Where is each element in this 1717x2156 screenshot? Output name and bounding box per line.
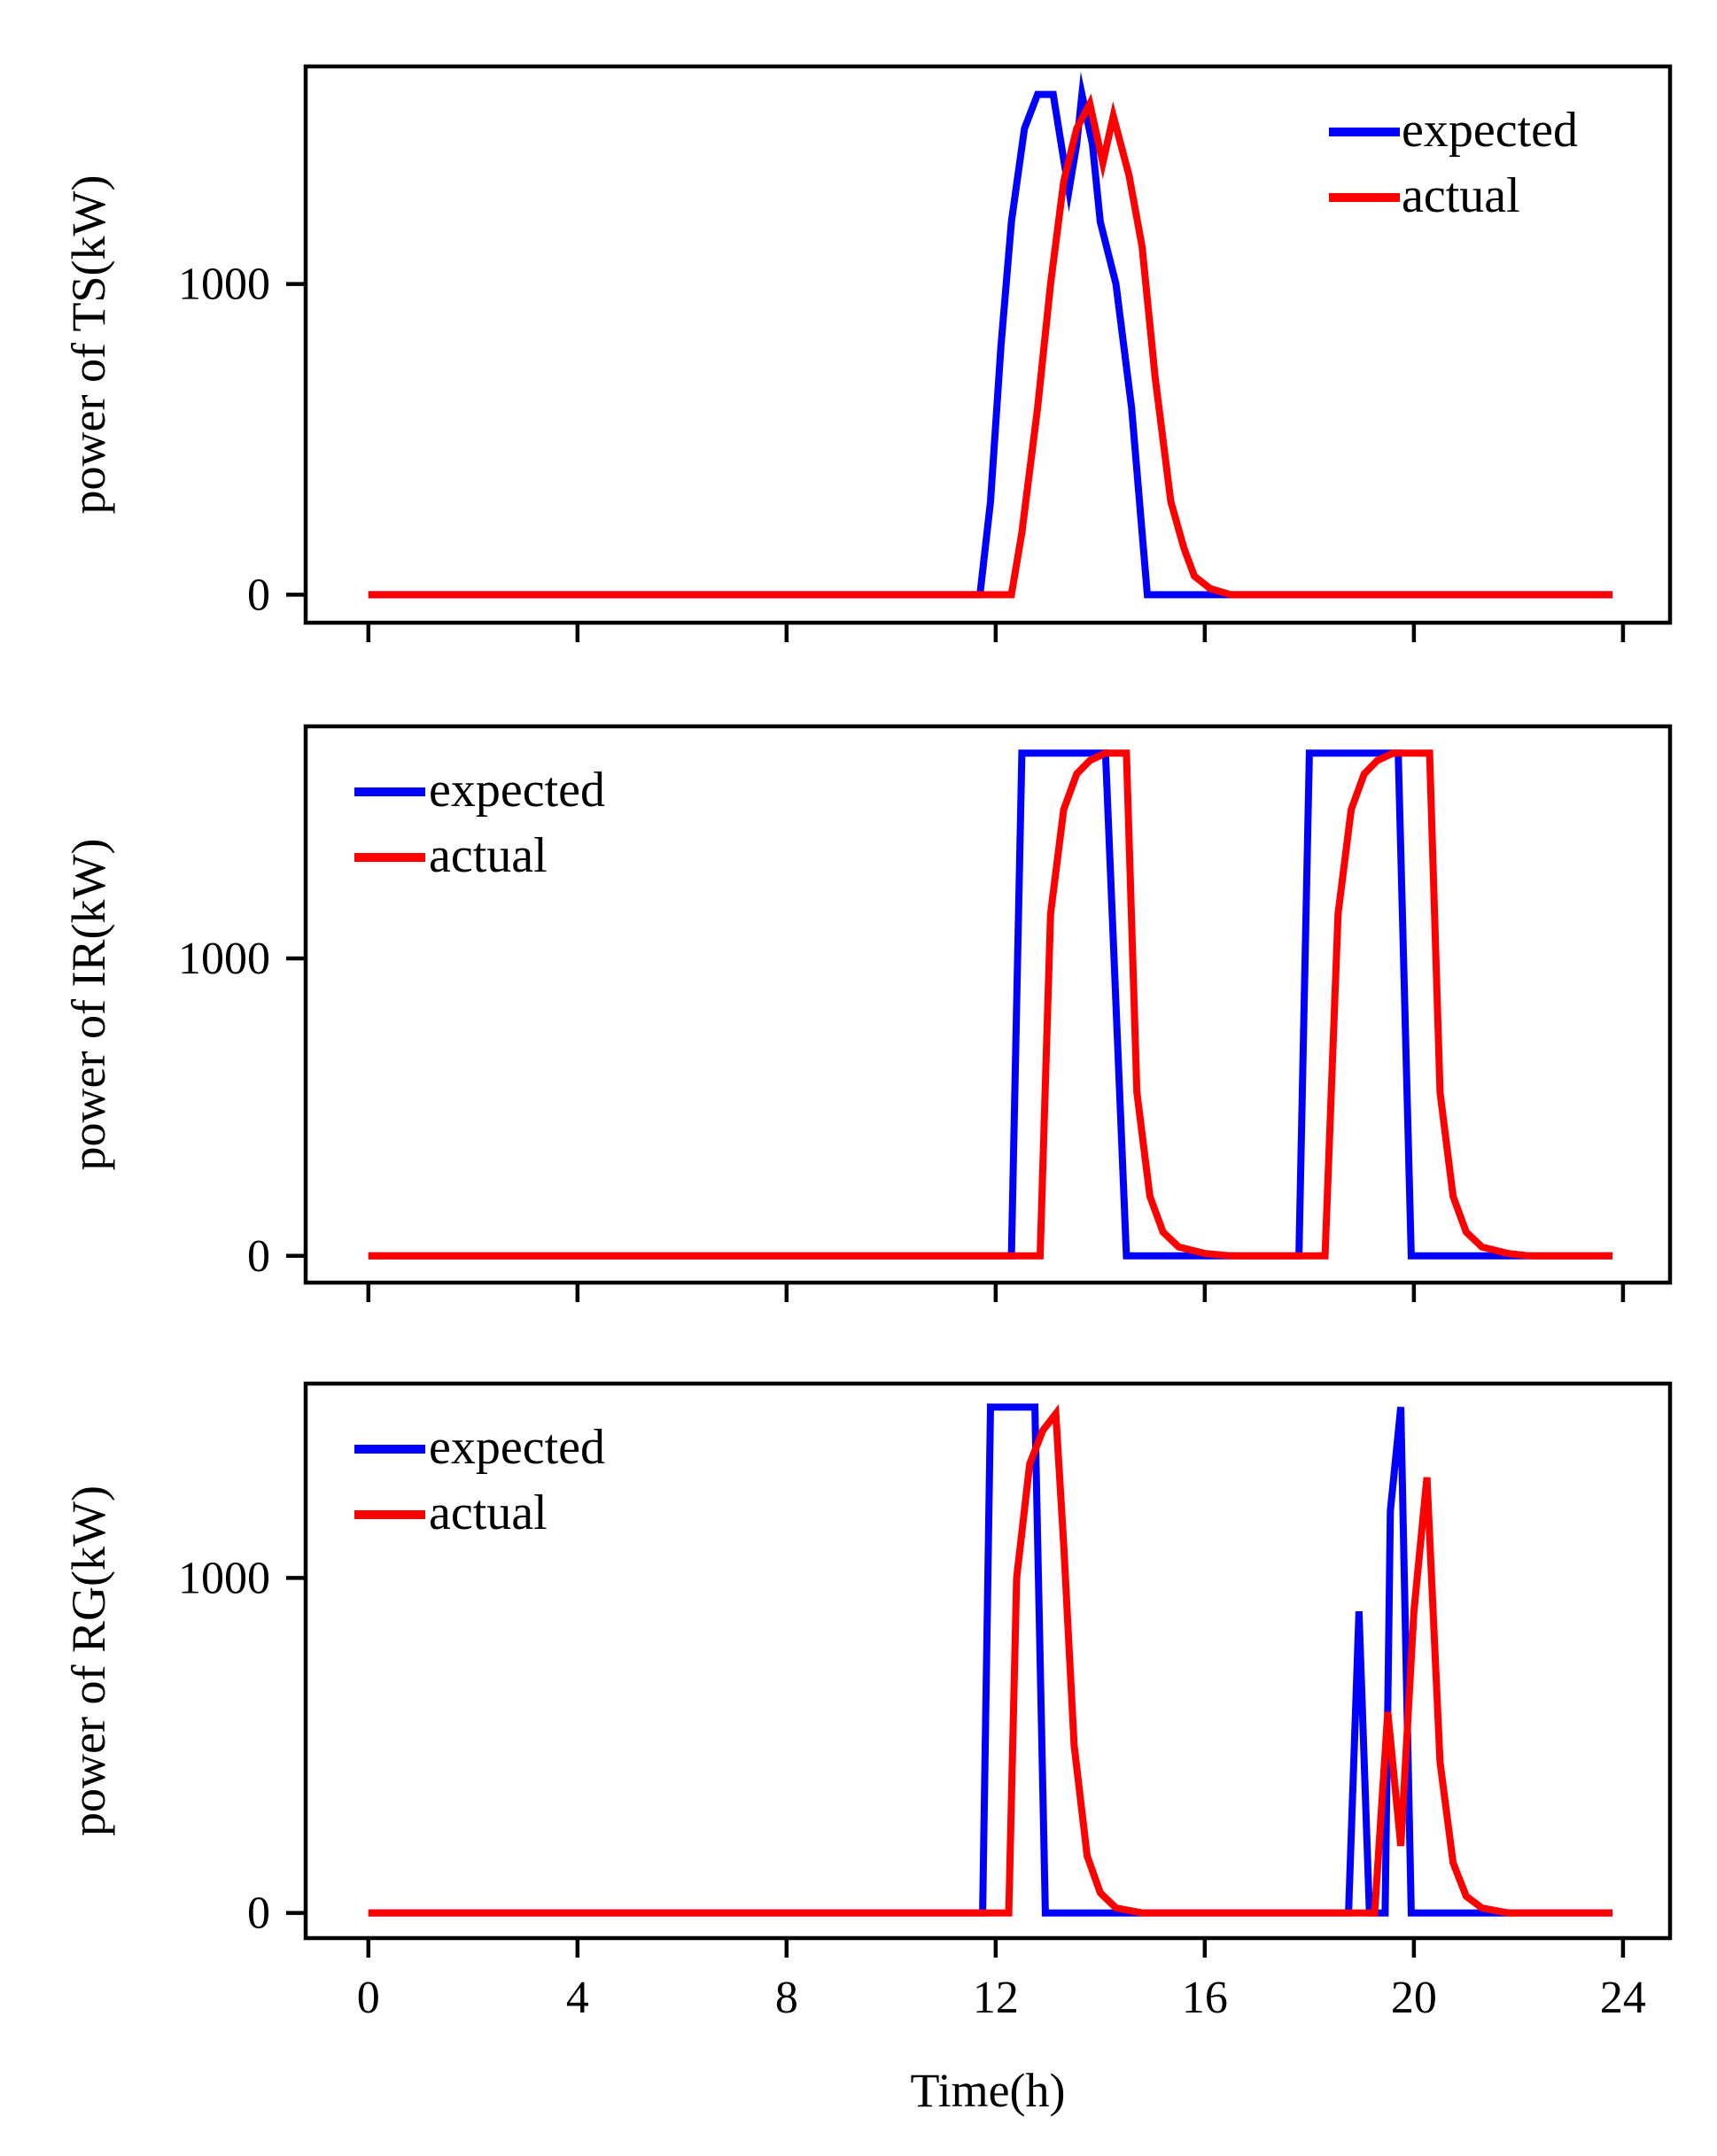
y-tick-label: 1000	[178, 260, 270, 310]
legend: expected actual	[354, 763, 605, 883]
legend-label-expected: expected	[1402, 103, 1578, 158]
series-line-expected	[368, 1403, 1613, 1917]
x-axis-label: Time(h)	[910, 2064, 1065, 2117]
y-axis-label: power of RG(kW)	[62, 1485, 115, 1836]
series-line-actual	[368, 749, 1613, 1260]
x-tick-label: 20	[1391, 1973, 1437, 2023]
legend: expected actual	[354, 1420, 605, 1540]
y-tick-label: 0	[247, 570, 270, 620]
series-line-expected	[368, 749, 1613, 1260]
series-line-actual	[368, 93, 1613, 599]
panel-1: 0 1000 power of TS(kW) expected actual	[62, 64, 1673, 642]
series-line-actual	[368, 1404, 1613, 1917]
legend: expected actual	[1329, 103, 1578, 223]
legend-label-actual: actual	[429, 828, 548, 883]
x-tick-label: 8	[775, 1973, 798, 2023]
x-tick-label: 0	[357, 1973, 380, 2023]
panel-2: 0 1000 power of IR(kW) expected actual	[62, 724, 1673, 1302]
panel-3: 0 4 8 12 16 20 24 0 1000 power of RG(kW) Time(h) ex…	[62, 1381, 1673, 2117]
x-tick-label: 24	[1600, 1973, 1646, 2023]
plot-frame	[303, 724, 1673, 1285]
legend-label-actual: actual	[1402, 168, 1520, 223]
plot-frame	[303, 64, 1673, 625]
y-axis-label: power of TS(kW)	[62, 175, 115, 515]
x-tick-label: 12	[973, 1973, 1019, 2023]
y-tick-label: 1000	[178, 934, 270, 984]
x-tick-label: 4	[566, 1973, 589, 2023]
y-axis-label: power of IR(kW)	[62, 839, 115, 1171]
y-tick-label: 1000	[178, 1553, 270, 1603]
legend-label-actual: actual	[429, 1485, 548, 1540]
legend-label-expected: expected	[429, 1420, 605, 1475]
legend-label-expected: expected	[429, 763, 605, 818]
plot-frame	[303, 1381, 1673, 1941]
y-tick-label: 0	[247, 1231, 270, 1282]
x-tick-label: 16	[1182, 1973, 1228, 2023]
y-tick-label: 0	[247, 1888, 270, 1939]
